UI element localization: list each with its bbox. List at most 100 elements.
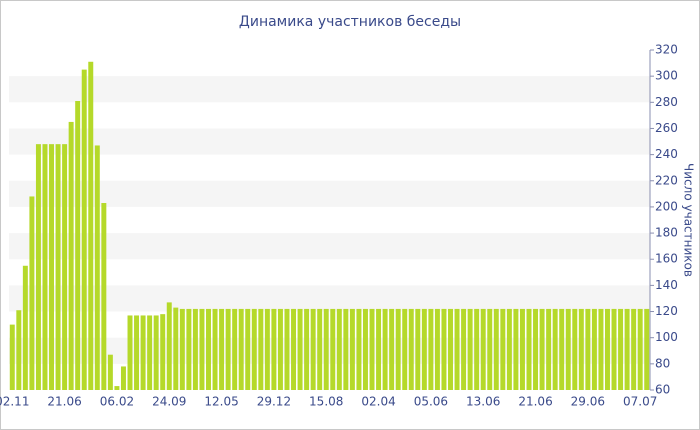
grid-stripe [9,128,650,155]
bar [618,308,624,390]
bar [480,308,486,390]
x-tick-label: 24.09 [152,395,186,409]
bar [264,308,270,390]
bar [349,308,355,390]
bar [336,308,342,390]
bar [402,308,408,390]
bar [591,308,597,390]
x-tick-label: 06.02 [100,395,134,409]
bar [114,386,120,390]
bar [107,354,113,390]
bar [166,302,172,390]
bar [317,308,323,390]
bar [225,308,231,390]
bar [199,308,205,390]
bar [637,308,643,390]
bar [441,308,447,390]
bar [330,308,336,390]
bar [49,144,55,390]
bar [395,308,401,390]
bar [526,308,532,390]
y-tick-label: 200 [655,199,678,213]
bar [310,308,316,390]
bar [35,144,41,390]
bar [500,308,506,390]
bar [428,308,434,390]
bar [75,101,81,390]
bar [94,145,100,390]
x-tick-label: 21.06 [518,395,552,409]
bar [448,308,453,390]
bar [578,308,584,390]
bar [493,308,499,390]
bar [513,308,519,390]
x-tick-label: 05.06 [414,395,448,409]
bar [408,308,414,390]
y-tick-label: 180 [655,226,678,240]
bar [389,308,395,390]
bar [487,308,493,390]
bar [179,308,185,390]
bar [186,308,192,390]
x-tick-label: 12.05 [204,395,238,409]
bar [421,308,427,390]
bar [297,308,303,390]
bar [362,308,368,390]
grid-stripe [9,285,650,312]
x-tick-label: 21.06 [47,395,81,409]
bar [55,144,61,390]
bar [127,315,133,390]
bar [376,308,382,390]
bar [219,308,225,390]
bar [232,308,238,390]
y-tick-label: 220 [655,173,678,187]
bar [9,324,15,390]
bar [42,144,48,390]
bar [467,308,473,390]
bar [461,308,467,390]
x-tick-label: 29.12 [257,395,291,409]
chart-title: Динамика участников беседы [239,14,461,30]
bar [644,308,650,390]
bar [369,308,375,390]
bar [434,308,440,390]
y-tick-label: 240 [655,147,678,161]
bar [153,315,159,390]
bar [519,308,525,390]
bar [604,308,610,390]
x-tick-label: 15.08 [309,395,343,409]
bar [624,308,630,390]
bar [29,196,35,390]
bar [546,308,552,390]
bar [552,308,558,390]
bar [147,315,153,390]
bar [22,265,28,390]
x-tick-label: 02.04 [361,395,395,409]
bar [206,308,211,390]
bar [533,308,539,390]
bar [382,308,388,390]
bar [559,308,565,390]
bar [238,308,244,390]
y-tick-label: 140 [655,278,678,292]
bar [454,308,460,390]
bar [304,308,310,390]
y-tick-label: 300 [655,69,678,83]
bar [192,308,198,390]
x-tick-label: 13.06 [466,395,500,409]
x-tick-label: 07.07 [623,395,657,409]
y-tick-label: 260 [655,121,678,135]
bar [68,121,74,390]
y-tick-label: 100 [655,330,678,344]
bar [631,308,637,390]
bar [415,308,421,390]
y-tick-label: 160 [655,252,678,266]
y-tick-label: 80 [655,356,670,370]
bar [173,307,179,390]
bar [565,308,571,390]
grid-stripe [9,233,650,260]
bar [585,308,591,390]
bar [323,308,329,390]
bar [258,308,264,390]
